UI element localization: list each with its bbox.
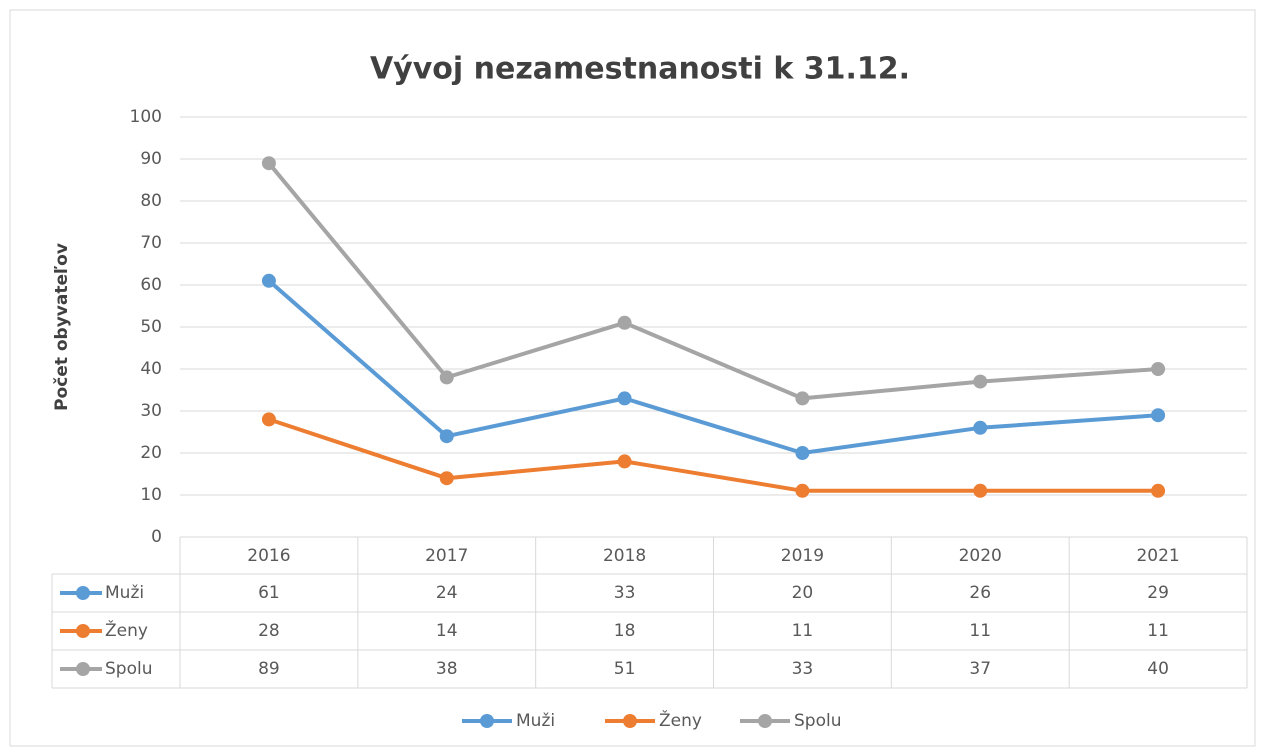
x-tick-label: 2020 (959, 546, 1002, 566)
y-tick-label: 20 (140, 443, 162, 463)
y-tick-label: 60 (140, 275, 162, 295)
y-tick-label: 80 (140, 191, 162, 211)
table-value: 28 (258, 621, 280, 641)
marker (261, 156, 276, 171)
legend-label: Spolu (794, 711, 841, 731)
y-tick-label: 50 (140, 317, 162, 337)
marker (261, 412, 276, 427)
y-tick-label: 0 (151, 527, 162, 547)
x-tick-label: 2017 (425, 546, 468, 566)
table-value: 11 (792, 621, 814, 641)
table-series-label: Muži (105, 583, 144, 603)
table-value: 18 (614, 621, 636, 641)
marker (973, 420, 988, 435)
table-value: 33 (792, 659, 814, 679)
table-value: 29 (1147, 583, 1169, 603)
table-value: 11 (969, 621, 991, 641)
legend-label: Ženy (659, 709, 702, 731)
marker (795, 446, 810, 460)
chart-title: Vývoj nezamestnanosti k 31.12. (370, 52, 910, 87)
marker (795, 391, 810, 406)
table-value: 89 (258, 659, 280, 679)
table-value: 11 (1147, 621, 1169, 641)
marker (1151, 408, 1166, 423)
table-value: 40 (1147, 659, 1169, 679)
y-tick-label: 40 (140, 359, 162, 379)
legend-key (480, 714, 494, 728)
marker (973, 374, 988, 389)
y-tick-label: 70 (140, 233, 162, 253)
table-legend-key (76, 662, 90, 676)
table-value: 61 (258, 583, 280, 603)
y-tick-label: 90 (140, 149, 162, 169)
table-value: 33 (614, 583, 636, 603)
y-tick-label: 100 (130, 107, 162, 127)
x-tick-label: 2018 (603, 546, 646, 566)
table-value: 14 (436, 621, 458, 641)
marker (795, 483, 810, 498)
y-tick-label: 10 (140, 485, 162, 505)
table-legend-key (76, 586, 90, 600)
marker (1151, 483, 1166, 498)
marker (261, 273, 276, 288)
table-value: 51 (614, 659, 636, 679)
marker (1151, 362, 1166, 376)
series-line (267, 279, 1159, 455)
x-tick-label: 2019 (781, 546, 824, 566)
y-tick-label: 30 (140, 401, 162, 421)
y-axis-title: Počet obyvateľov (52, 243, 72, 411)
x-tick-label: 2021 (1136, 546, 1179, 566)
table-value: 38 (436, 659, 458, 679)
marker (617, 391, 632, 406)
marker (973, 483, 988, 498)
series-line (267, 161, 1159, 401)
legend-key (758, 714, 772, 728)
marker (617, 315, 632, 330)
legend-key (623, 714, 637, 728)
marker (617, 454, 632, 469)
table-value: 26 (969, 583, 991, 603)
x-tick-label: 2016 (247, 546, 290, 566)
marker (439, 471, 454, 486)
table-series-label: Ženy (105, 619, 148, 641)
table-value: 20 (792, 583, 814, 603)
table-value: 37 (969, 659, 991, 679)
marker (439, 429, 454, 444)
table-legend-key (76, 624, 90, 638)
legend-label: Muži (516, 711, 555, 731)
series-line (268, 417, 1159, 493)
table-value: 24 (436, 583, 458, 603)
marker (439, 370, 454, 385)
table-series-label: Spolu (105, 659, 152, 679)
